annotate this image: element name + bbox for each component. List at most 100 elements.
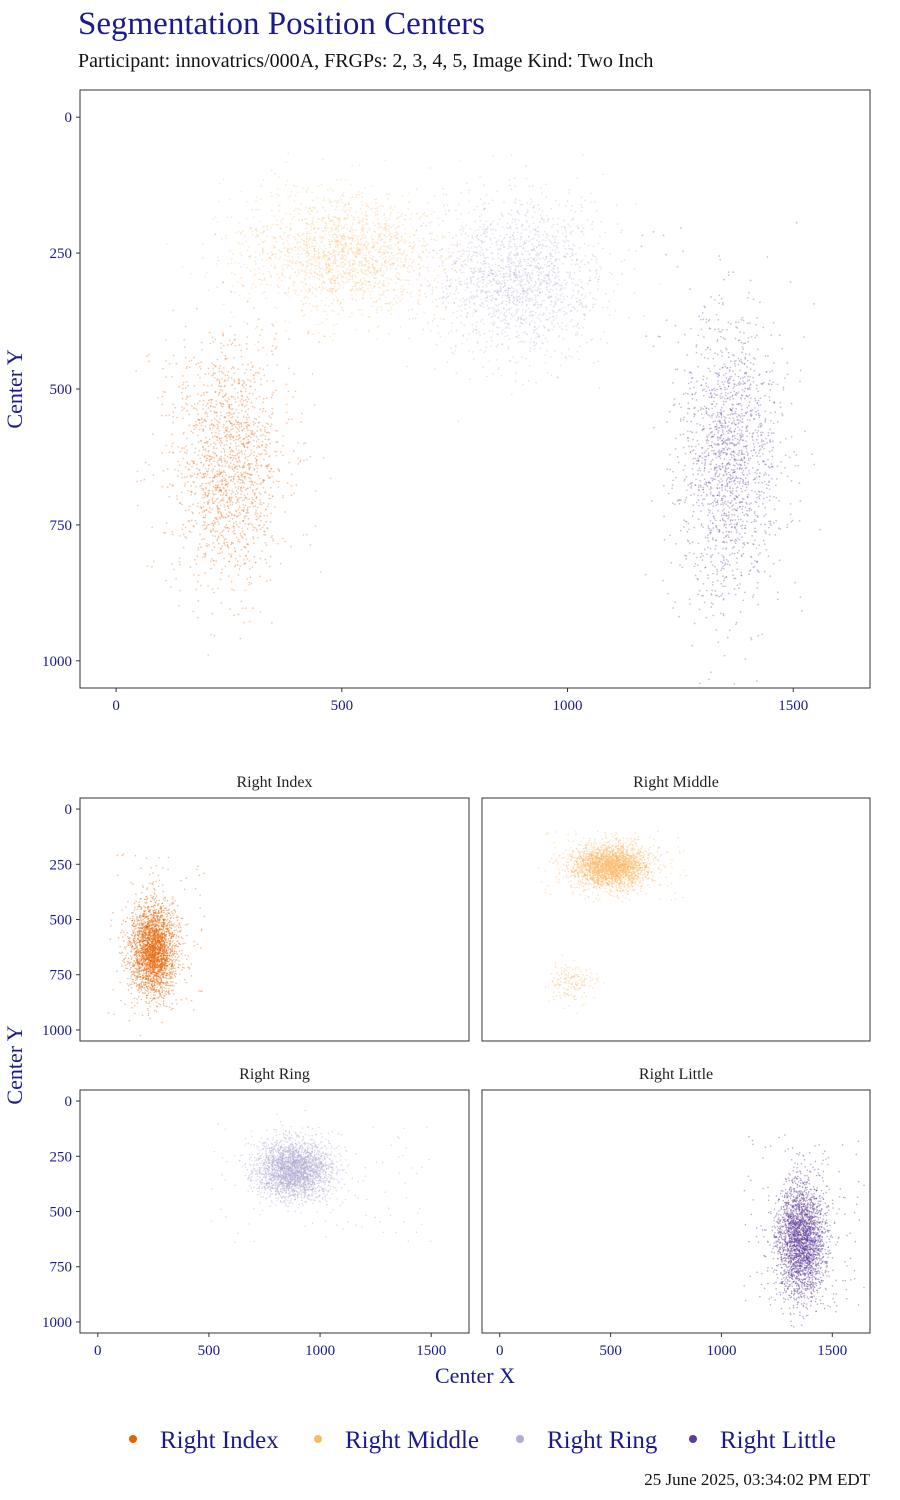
data-point bbox=[195, 363, 198, 366]
data-point bbox=[317, 228, 320, 230]
data-point bbox=[240, 266, 242, 268]
data-point bbox=[505, 309, 508, 312]
data-point bbox=[207, 503, 210, 505]
data-point bbox=[240, 398, 243, 401]
data-point bbox=[232, 480, 234, 483]
data-point bbox=[321, 240, 324, 242]
data-point bbox=[218, 474, 221, 477]
data-point bbox=[397, 264, 399, 267]
data-point bbox=[539, 347, 542, 350]
data-point bbox=[241, 429, 244, 432]
data-point bbox=[244, 496, 246, 499]
data-point bbox=[240, 425, 243, 428]
data-point bbox=[229, 511, 232, 514]
data-point bbox=[307, 330, 310, 332]
data-point bbox=[267, 477, 270, 480]
data-point bbox=[511, 294, 513, 296]
data-point bbox=[235, 448, 238, 450]
data-point bbox=[402, 288, 405, 291]
data-point bbox=[348, 263, 350, 265]
data-point bbox=[540, 271, 543, 274]
data-point bbox=[372, 271, 375, 274]
data-point bbox=[157, 397, 159, 399]
data-point bbox=[504, 265, 507, 268]
data-point bbox=[216, 480, 219, 483]
data-point bbox=[406, 267, 409, 269]
data-point bbox=[492, 311, 495, 313]
data-point bbox=[483, 208, 486, 210]
data-point bbox=[534, 260, 537, 263]
data-point bbox=[358, 164, 361, 167]
data-point bbox=[221, 351, 223, 354]
data-point bbox=[467, 234, 470, 237]
data-point bbox=[388, 227, 391, 229]
data-point bbox=[306, 237, 308, 240]
data-point bbox=[497, 303, 500, 306]
data-point bbox=[433, 195, 436, 197]
data-point bbox=[242, 415, 245, 417]
data-point bbox=[556, 258, 558, 260]
data-point bbox=[359, 265, 361, 268]
data-point bbox=[490, 222, 493, 225]
data-point bbox=[166, 486, 169, 488]
data-point bbox=[246, 487, 248, 490]
data-point bbox=[231, 395, 233, 398]
data-point bbox=[389, 263, 391, 266]
data-point bbox=[540, 247, 543, 249]
data-point bbox=[206, 440, 208, 443]
data-point bbox=[611, 273, 613, 276]
data-point bbox=[501, 215, 504, 217]
data-point bbox=[223, 506, 226, 509]
data-point bbox=[517, 219, 520, 222]
data-point bbox=[371, 273, 374, 276]
data-point bbox=[441, 235, 444, 237]
data-point bbox=[250, 500, 253, 503]
data-point bbox=[311, 275, 314, 278]
data-point bbox=[236, 453, 239, 456]
data-point bbox=[229, 608, 231, 610]
data-point bbox=[484, 257, 486, 259]
data-point bbox=[243, 533, 246, 535]
data-point bbox=[495, 273, 498, 275]
data-point bbox=[237, 508, 240, 511]
data-point bbox=[633, 267, 636, 270]
data-point bbox=[271, 236, 274, 238]
data-point bbox=[514, 276, 517, 279]
data-point bbox=[507, 257, 510, 260]
data-point bbox=[337, 300, 339, 302]
data-point bbox=[557, 275, 559, 278]
data-point bbox=[238, 514, 240, 517]
data-point bbox=[564, 247, 567, 250]
data-point bbox=[537, 257, 540, 259]
data-point bbox=[295, 185, 298, 188]
data-point bbox=[582, 327, 585, 329]
data-point bbox=[335, 250, 337, 253]
data-point bbox=[262, 398, 265, 400]
data-point bbox=[245, 442, 248, 445]
data-point bbox=[183, 338, 186, 341]
data-point bbox=[535, 264, 538, 267]
data-point bbox=[320, 241, 322, 244]
data-point bbox=[509, 318, 512, 320]
data-point bbox=[298, 249, 301, 252]
data-point bbox=[459, 243, 462, 246]
data-point bbox=[372, 230, 375, 233]
data-point bbox=[304, 442, 307, 444]
data-point bbox=[245, 384, 247, 386]
data-point bbox=[185, 380, 188, 383]
data-point bbox=[278, 176, 280, 179]
data-point bbox=[589, 309, 591, 312]
data-point bbox=[252, 529, 255, 531]
data-point bbox=[201, 454, 204, 456]
data-point bbox=[212, 367, 215, 370]
data-point bbox=[255, 208, 258, 211]
data-point bbox=[553, 349, 556, 352]
data-point bbox=[210, 423, 213, 425]
data-point bbox=[333, 324, 335, 327]
data-point bbox=[249, 486, 252, 489]
data-point bbox=[230, 408, 233, 411]
data-point bbox=[314, 489, 317, 492]
data-point bbox=[290, 494, 293, 497]
data-point bbox=[216, 473, 219, 475]
data-point bbox=[165, 339, 167, 341]
